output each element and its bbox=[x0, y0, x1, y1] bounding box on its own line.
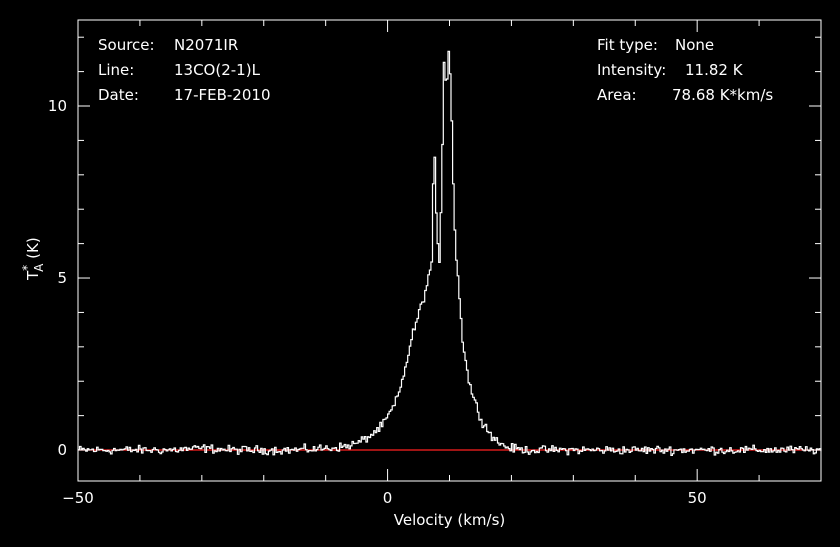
x-axis-label: Velocity (km/s) bbox=[394, 511, 505, 529]
x-tick-label: 0 bbox=[383, 489, 393, 507]
spectrum-line-0 bbox=[78, 50, 822, 456]
fit-type-value: None bbox=[675, 36, 714, 54]
y-axis-label: T*A (K) bbox=[20, 237, 46, 281]
source-value: N2071IR bbox=[174, 36, 238, 54]
date-label: Date: bbox=[98, 86, 139, 104]
y-axis-label-subscript: A bbox=[32, 263, 46, 272]
info-left: Source: N2071IR Line: 13CO(2-1)L Date: 1… bbox=[98, 36, 270, 104]
fit-type-label: Fit type: bbox=[597, 36, 658, 54]
y-axis-ticks: 0 5 10 bbox=[48, 36, 821, 459]
x-tick-label: −50 bbox=[62, 489, 94, 507]
line-label: Line: bbox=[98, 61, 134, 79]
intensity-value: 11.82 K bbox=[685, 61, 744, 79]
x-tick-label: 50 bbox=[688, 489, 707, 507]
x-axis-ticks: −50 0 50 bbox=[62, 20, 822, 507]
y-axis-label-base: T bbox=[24, 270, 42, 281]
area-label: Area: bbox=[597, 86, 637, 104]
y-tick-label: 5 bbox=[57, 269, 67, 287]
info-right: Fit type: None Intensity: 11.82 K Area: … bbox=[597, 36, 773, 104]
date-value: 17-FEB-2010 bbox=[174, 86, 270, 104]
intensity-label: Intensity: bbox=[597, 61, 666, 79]
source-label: Source: bbox=[98, 36, 155, 54]
y-tick-label: 0 bbox=[57, 441, 67, 459]
series-group bbox=[78, 50, 822, 456]
y-axis-label-superscript: * bbox=[20, 265, 34, 271]
line-value: 13CO(2-1)L bbox=[174, 61, 261, 79]
y-axis-label-unit: (K) bbox=[24, 237, 42, 263]
y-tick-label: 10 bbox=[48, 97, 67, 115]
area-value: 78.68 K*km/s bbox=[672, 86, 773, 104]
